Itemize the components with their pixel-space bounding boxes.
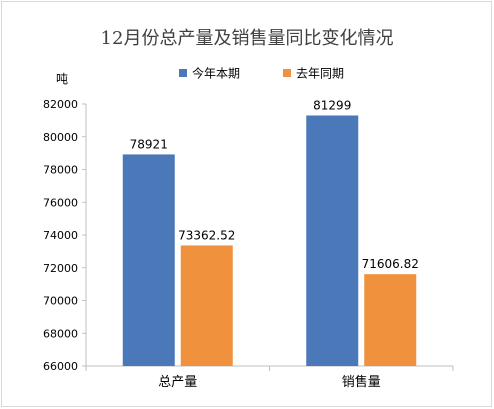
bar [306,115,359,366]
data-label: 71606.82 [362,257,419,271]
data-label: 73362.52 [178,228,235,242]
data-label: 78921 [130,137,168,151]
legend-label: 去年同期 [296,67,344,81]
chart-title: 12月份总产量及销售量同比变化情况 [101,28,394,49]
x-category-label: 总产量 [158,375,197,390]
y-tick-label: 80000 [43,131,78,144]
y-tick-label: 68000 [43,327,78,340]
data-label: 81299 [313,98,351,112]
legend-label: 今年本期 [192,66,240,81]
x-category-label: 销售量 [342,374,381,390]
bars-group: 78921 73362.52 81299 71606.82 [122,98,419,366]
y-axis-unit-label: 吨 [56,72,68,86]
y-tick-label: 78000 [43,164,78,177]
legend: 今年本期 去年同期 [179,66,344,81]
y-tick-label: 66000 [43,360,78,373]
y-tick-label: 70000 [43,295,78,308]
y-tick-label: 74000 [43,229,78,242]
bar [122,154,175,366]
y-tick-label: 82000 [43,98,78,111]
y-tick-label: 76000 [43,196,78,209]
legend-swatch [179,69,187,77]
x-axis-categories: 总产量 销售量 [85,366,454,390]
y-axis-ticks: 66000 68000 70000 72000 74000 76000 78000 80000… [43,98,86,373]
legend-swatch [283,69,291,77]
bar [364,274,417,366]
bar [180,245,233,366]
y-tick-label: 72000 [43,262,78,275]
